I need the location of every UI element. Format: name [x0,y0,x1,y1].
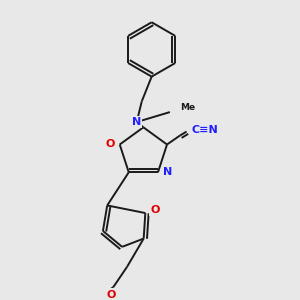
Text: C≡N: C≡N [191,125,218,135]
Text: O: O [106,140,115,149]
Text: O: O [151,205,160,215]
Text: O: O [107,290,116,300]
Text: N: N [132,117,141,127]
Text: Me: Me [181,103,196,112]
Text: N: N [163,167,172,177]
